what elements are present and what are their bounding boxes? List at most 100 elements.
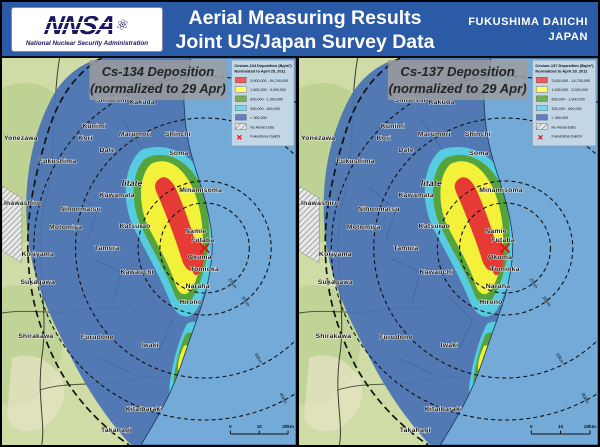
city-label-nihonmatsu: Nihonmatsu xyxy=(358,206,400,213)
deposition-zone-red xyxy=(155,177,198,271)
location-line2: JAPAN xyxy=(548,30,588,43)
legend-swatch xyxy=(235,114,247,121)
city-label-kawauchi: Kawauchi xyxy=(420,269,454,276)
city-label-kunimi: Kunimi xyxy=(381,123,405,130)
legend-swatch xyxy=(235,123,247,130)
deposition-zone-red xyxy=(454,177,498,271)
city-label-kunimi: Kunimi xyxy=(82,123,106,130)
aerial-data-boundary xyxy=(26,58,130,445)
map-title-line1: Cs-137 Deposition xyxy=(400,64,514,79)
nnsa-logo-tagline: National Nuclear Security Administration xyxy=(25,40,149,47)
city-label-futaba: Futaba xyxy=(191,237,214,244)
terrain-shading xyxy=(304,355,363,432)
city-label-inawashiro: Inawashiro xyxy=(301,200,339,207)
city-label-tomioka: Tomioka xyxy=(491,266,520,273)
city-label-tomioka: Tomioka xyxy=(190,266,219,273)
legend-plant-x-marker xyxy=(538,134,543,140)
legend-swatch xyxy=(235,95,247,102)
legend-title-line2: Normalized to April 29, 2011 xyxy=(535,69,588,74)
cs137-map-panel: 20km 30km 60km 80km Shiroishi Kakuda Kunimi Mar… xyxy=(299,58,598,445)
city-label-kori: Kori xyxy=(78,135,92,142)
city-label-namie: Namie xyxy=(485,228,507,235)
fukushima-daiichi-x-marker xyxy=(199,243,210,253)
legend-label: 300,000 - 600,000 xyxy=(250,107,280,111)
map-title-line2: (normalized to 29 Apr) xyxy=(90,81,226,96)
scale-bar xyxy=(530,430,591,435)
municipal-border xyxy=(369,187,397,241)
legend-swatch xyxy=(536,123,548,130)
legend-swatch xyxy=(235,77,247,84)
legend-plant-x-marker xyxy=(237,134,242,140)
city-label-shinchi: Shinchi xyxy=(465,131,491,138)
city-label-furudono: Furudono xyxy=(379,334,413,341)
range-ring-20km xyxy=(159,202,250,294)
city-label-soma: Soma xyxy=(169,150,188,157)
city-label-katsurao: Katsurao xyxy=(120,223,151,230)
city-label-iwaki: Iwaki xyxy=(441,342,459,349)
scale-label: 20km xyxy=(282,424,294,429)
city-label-sukagawa: Sukagawa xyxy=(318,279,353,286)
city-label-hirono: Hirono xyxy=(479,299,502,306)
city-label-iitate: Iitate xyxy=(122,178,143,188)
city-label-minamisoma: Minamisoma xyxy=(179,187,222,194)
city-label-shirakawa: Shirakawa xyxy=(18,333,53,340)
city-label-nihonmatsu: Nihonmatsu xyxy=(60,206,101,213)
range-ring-label: 30km xyxy=(240,295,251,307)
city-label-koriyama: Koriyama xyxy=(319,251,352,258)
city-label-yonezawa: Yonezawa xyxy=(4,135,38,142)
slide-title: Aerial Measuring Results Joint US/Japan … xyxy=(172,6,438,54)
city-label-okuma: Okuma xyxy=(188,254,212,261)
legend-label: 1,000,000 - 3,000,000 xyxy=(552,88,588,92)
city-label-kakuda: Kakuda xyxy=(129,99,155,106)
city-label-naraha: Naraha xyxy=(186,283,210,290)
city-label-soma: Soma xyxy=(469,150,489,157)
city-label-iitate: Iitate xyxy=(421,178,442,188)
legend-label: Fukushima Daiichi xyxy=(250,135,280,139)
city-label-fukushima: Fukushima xyxy=(337,158,375,165)
city-label-date: Date xyxy=(100,147,115,154)
fukushima-daiichi-x-marker xyxy=(500,243,511,253)
city-label-naraha: Naraha xyxy=(486,283,510,290)
city-label-kitaibaraki: Kitaibaraki xyxy=(425,406,462,413)
aerial-data-boundary xyxy=(324,58,429,445)
range-ring-30km xyxy=(436,180,574,316)
city-label-okuma: Okuma xyxy=(488,254,512,261)
municipal-border xyxy=(389,257,421,303)
city-label-tamura: Tamura xyxy=(393,245,419,252)
range-ring-60km xyxy=(74,117,296,379)
nnsa-logo-acronym: NNSA xyxy=(42,10,118,40)
map-title-line2: (normalized to 29 Apr) xyxy=(389,81,527,96)
nnsa-logo: NNSA ⚛ National Nuclear Security Adminis… xyxy=(11,7,163,52)
city-label-sukagawa: Sukagawa xyxy=(20,279,55,286)
city-label-kawauchi: Kawauchi xyxy=(121,269,154,276)
range-ring-60km xyxy=(373,117,598,379)
legend-swatch xyxy=(536,77,548,84)
no-aerial-data-patch xyxy=(299,185,320,264)
legend-label: 1,000,000 - 3,900,000 xyxy=(250,88,286,92)
atom-icon: ⚛ xyxy=(114,16,131,34)
range-ring-20km xyxy=(459,202,552,294)
legend-label: 300,000 - 600,000 xyxy=(552,107,582,111)
city-label-iwaki: Iwaki xyxy=(141,342,158,349)
no-aerial-data-patch xyxy=(2,185,23,264)
city-label-marumori: Marumori xyxy=(119,131,151,138)
city-label-fukushima: Fukushima xyxy=(39,158,76,165)
range-ring-label: 80km xyxy=(580,392,590,404)
range-ring-80km xyxy=(33,75,296,421)
city-label-minamisoma: Minamisoma xyxy=(479,187,523,194)
cs134-map-panel: 20km 30km 60km 80km Shiroishi Kakuda Kunimi Mar… xyxy=(2,58,296,445)
legend-swatch xyxy=(536,105,548,111)
legend-swatch xyxy=(536,114,548,121)
city-label-shiroishi: Shiroishi xyxy=(395,97,426,104)
legend-swatch xyxy=(235,105,247,111)
range-ring-30km xyxy=(137,180,272,316)
municipal-border xyxy=(150,297,174,351)
city-label-kakuda: Kakuda xyxy=(428,99,454,106)
range-ring-label: 20km xyxy=(227,277,238,289)
city-label-kawamata: Kawamata xyxy=(100,192,135,199)
legend-label: 600,000 - 1,000,000 xyxy=(250,97,283,101)
city-label-takahagi: Takahagi xyxy=(400,427,431,434)
legend-title-line1: Cesium-134 Deposition (Bq/m²) xyxy=(234,63,292,68)
ocean xyxy=(140,58,296,445)
